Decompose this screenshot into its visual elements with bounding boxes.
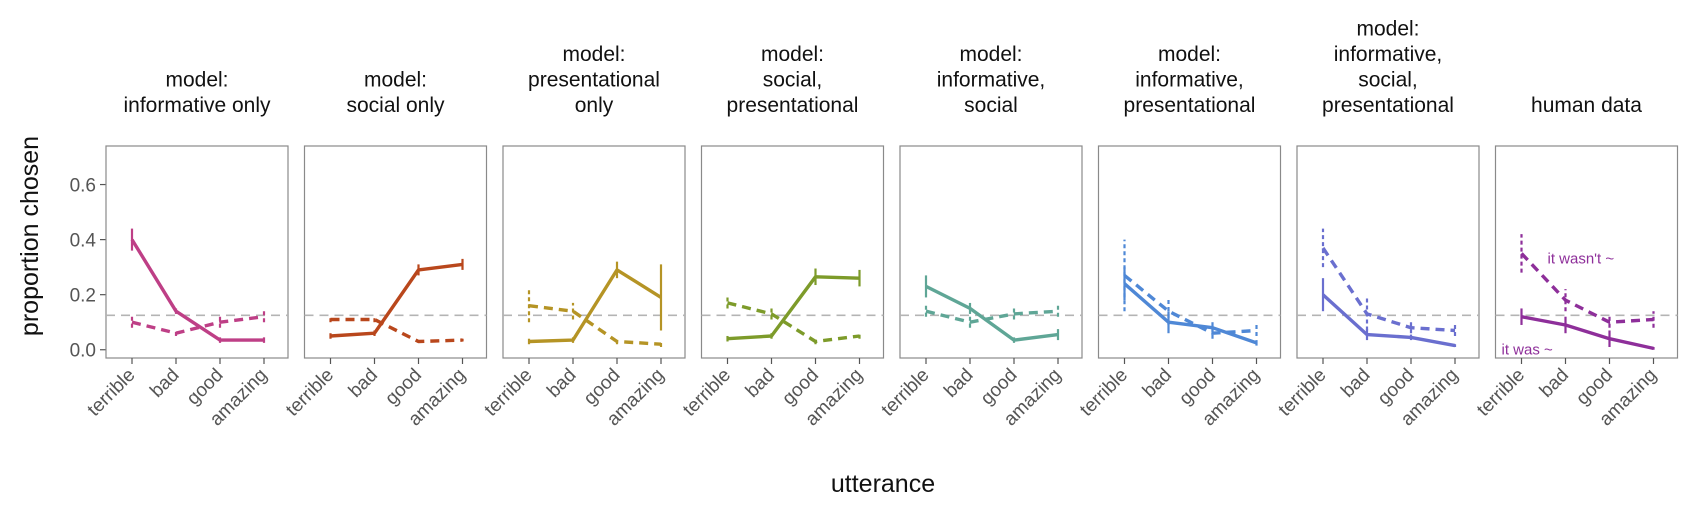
- x-tick-label: bad: [345, 365, 382, 402]
- panel-title-line: presentational: [1322, 94, 1454, 117]
- y-tick-label: 0.0: [70, 341, 96, 362]
- panel-title-line: model:: [165, 69, 228, 92]
- series-line-negated: [1520, 252, 1654, 324]
- series-line-affirmative: [130, 238, 264, 342]
- panel-frame: [1494, 145, 1679, 359]
- panel: model: informative,presentational terrible…: [1076, 43, 1282, 430]
- panel-frame: [303, 145, 488, 359]
- panel-title-line: informative,: [1135, 69, 1244, 92]
- panel-title-line: social,: [1358, 69, 1418, 92]
- panel-title-line: model:: [1158, 43, 1221, 66]
- panel-title-line: informative,: [937, 69, 1046, 92]
- panel-title-line: model:: [959, 43, 1022, 66]
- panel-title-line: social: [964, 94, 1018, 117]
- panel-title-line: presentational: [1124, 94, 1256, 117]
- series-line-affirmative: [727, 275, 860, 341]
- x-tick-label: terrible: [1473, 365, 1529, 421]
- panel-title-line: presentational: [528, 69, 660, 92]
- x-tick-label: bad: [1139, 365, 1176, 402]
- panel-title-line: model:: [364, 69, 427, 92]
- panel-title-line: human data: [1531, 94, 1642, 117]
- x-tick-label: terrible: [1076, 365, 1132, 421]
- x-tick-label: terrible: [878, 365, 934, 421]
- panel-frame: [502, 145, 686, 359]
- x-tick-label: terrible: [282, 365, 338, 421]
- y-tick-label: 0.4: [70, 231, 97, 252]
- series-line-affirmative: [925, 284, 1059, 342]
- panel-title-line: social only: [346, 94, 445, 117]
- panel-title-line: informative,: [1334, 43, 1443, 66]
- series-line-affirmative: [1521, 315, 1654, 351]
- series-line-negated: [131, 315, 265, 335]
- panel-title-line: social,: [763, 69, 823, 92]
- series-line-negated: [330, 317, 463, 344]
- panel-title-line: presentational: [727, 94, 859, 117]
- x-tick-label: terrible: [84, 365, 140, 421]
- x-axis-title: utterance: [831, 470, 935, 498]
- panel-title-line: model:: [761, 43, 824, 66]
- panel-title-line: model:: [1356, 18, 1419, 41]
- panel-frame: [700, 145, 885, 359]
- x-tick-label: bad: [543, 365, 580, 402]
- series-line-affirmative: [1321, 293, 1456, 348]
- series-line-negated: [1123, 274, 1257, 335]
- x-tick-label: bad: [742, 365, 779, 402]
- panel-title-line: informative only: [123, 94, 271, 117]
- series-line-negated: [727, 301, 860, 344]
- series-line-affirmative: [330, 262, 463, 338]
- panel-title-line: only: [575, 94, 614, 117]
- x-tick-label: terrible: [481, 365, 537, 421]
- x-tick-label: bad: [146, 365, 183, 402]
- x-tick-label: bad: [1536, 365, 1573, 402]
- x-tick-label: terrible: [1275, 365, 1331, 421]
- panel: model:informative, social,presentational t…: [1275, 18, 1480, 430]
- annotation-it-was: it was ~: [1502, 342, 1554, 359]
- x-tick-label: bad: [1337, 365, 1374, 402]
- y-tick-label: 0.2: [70, 286, 96, 307]
- y-axis: 0.0 0.2 0.4 0.6: [70, 176, 106, 362]
- series-line-affirmative: [1123, 282, 1258, 345]
- panel-frame: [899, 145, 1083, 359]
- y-axis-title: proportion chosen: [16, 136, 44, 336]
- annotation-it-wasnt: it wasn't ~: [1548, 250, 1615, 267]
- panel: human data it was ~ it wasn't ~ terrible bad…: [1473, 94, 1679, 430]
- x-tick-label: terrible: [679, 365, 735, 421]
- series-line-negated: [528, 304, 662, 346]
- series-line-negated: [925, 309, 1059, 324]
- x-tick-label: bad: [940, 365, 977, 402]
- y-tick-label: 0.6: [70, 176, 96, 197]
- panel-title-line: model:: [562, 43, 625, 66]
- series-line-affirmative: [528, 268, 662, 344]
